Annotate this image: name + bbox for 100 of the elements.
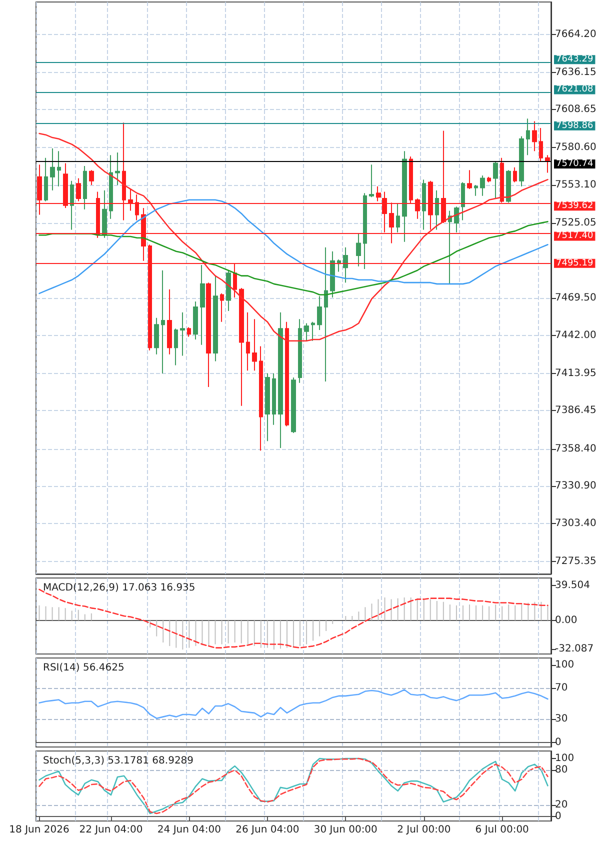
x-tick-label: 2 Jul 00:00 bbox=[397, 824, 451, 836]
candlestick bbox=[226, 270, 231, 312]
candlestick bbox=[167, 288, 172, 355]
y-tick-label: 20 bbox=[555, 799, 568, 810]
candlestick bbox=[363, 192, 367, 270]
chart-title: RSI(14) 56.4625 bbox=[43, 662, 124, 674]
line-series bbox=[38, 758, 548, 814]
candlestick bbox=[200, 264, 205, 346]
candlestick bbox=[213, 275, 218, 362]
candlestick bbox=[526, 118, 530, 156]
ref-line-label: 7643.29 bbox=[556, 54, 594, 65]
ref-line-label: 7598.86 bbox=[556, 120, 594, 131]
candlestick bbox=[330, 250, 335, 298]
candlestick bbox=[44, 157, 48, 202]
chart-title: Stoch(5,3,3) 53.1781 68.9289 bbox=[43, 756, 194, 766]
line-series bbox=[38, 132, 548, 342]
y-tick-label: 39.504 bbox=[555, 580, 590, 592]
y-tick-label: 7608.65 bbox=[555, 104, 596, 116]
y-tick-label: -32.087 bbox=[555, 643, 594, 654]
candlestick bbox=[298, 318, 302, 384]
candlestick bbox=[454, 206, 459, 233]
candlestick bbox=[493, 161, 498, 200]
y-tick-label: 7525.05 bbox=[555, 217, 596, 228]
candlestick bbox=[83, 166, 87, 210]
line-series bbox=[38, 220, 548, 296]
y-tick-label: 0 bbox=[555, 810, 562, 822]
candlestick bbox=[480, 175, 485, 196]
y-tick-label: 80 bbox=[555, 764, 568, 776]
candlestick bbox=[206, 282, 211, 388]
text: MACD(12,26,9) 17.063 16.935 bbox=[43, 582, 196, 594]
candlestick bbox=[487, 176, 491, 183]
candlestick bbox=[448, 210, 452, 284]
candlestick bbox=[519, 136, 524, 187]
ref-line-label: 7517.40 bbox=[556, 231, 594, 242]
y-tick-label: 100 bbox=[555, 659, 574, 670]
candlestick bbox=[356, 233, 361, 267]
candlestick bbox=[435, 190, 439, 230]
candlestick bbox=[115, 152, 120, 186]
ref-line-label: 7495.19 bbox=[556, 258, 594, 268]
y-tick-label: 30 bbox=[555, 714, 568, 725]
candlestick bbox=[278, 312, 283, 448]
candlestick bbox=[285, 321, 289, 427]
x-tick-label: 26 Jun 04:00 bbox=[236, 824, 300, 836]
candlestick bbox=[265, 372, 270, 442]
candlestick bbox=[187, 326, 191, 338]
candlestick bbox=[545, 154, 550, 174]
candlestick bbox=[220, 292, 224, 322]
y-tick-label: 7553.10 bbox=[555, 179, 596, 190]
y-tick-label: 0.00 bbox=[555, 614, 578, 626]
candlestick bbox=[246, 312, 250, 372]
candlestick bbox=[396, 203, 400, 233]
candlestick bbox=[304, 322, 309, 342]
y-tick-label: 7358.40 bbox=[555, 443, 596, 454]
candlestick bbox=[311, 321, 315, 342]
x-tick-label: 22 Jun 04:00 bbox=[79, 824, 143, 836]
candlestick bbox=[317, 296, 322, 331]
y-tick-label: 7664.20 bbox=[555, 28, 596, 40]
y-tick-label: 7469.50 bbox=[555, 292, 596, 304]
y-tick-label: 7386.45 bbox=[555, 405, 596, 416]
candlestick bbox=[291, 376, 296, 434]
candlestick bbox=[369, 164, 374, 198]
y-tick-label: 70 bbox=[555, 682, 568, 694]
candlestick bbox=[259, 346, 263, 452]
candlestick bbox=[532, 120, 537, 152]
ref-line-label: 7621.08 bbox=[556, 84, 594, 95]
y-tick-label: 7303.40 bbox=[555, 518, 596, 529]
y-tick-label: 7330.90 bbox=[555, 480, 596, 492]
ref-line-label: 7539.62 bbox=[556, 201, 594, 212]
candlestick bbox=[193, 301, 198, 340]
ref-line-label: 7570.74 bbox=[556, 158, 594, 169]
candlestick bbox=[402, 150, 407, 242]
candlestick bbox=[102, 190, 107, 238]
candlestick bbox=[50, 148, 55, 191]
candlestick bbox=[161, 270, 165, 374]
candlestick bbox=[513, 166, 517, 183]
x-tick-label: 6 Jul 00:00 bbox=[475, 824, 529, 836]
candlestick bbox=[252, 318, 257, 372]
candlestick bbox=[337, 259, 341, 272]
candlestick bbox=[180, 312, 185, 356]
candlestick bbox=[174, 328, 178, 366]
x-tick-label: 18 Jun 2026 bbox=[9, 824, 70, 836]
candlestick bbox=[474, 184, 478, 196]
y-tick-label: 7442.00 bbox=[555, 330, 596, 341]
line-series bbox=[38, 199, 548, 294]
y-tick-label: 7275.35 bbox=[555, 556, 596, 567]
y-tick-label: 7413.95 bbox=[555, 368, 596, 379]
candlestick bbox=[89, 170, 94, 186]
y-tick-label: 100 bbox=[555, 753, 574, 764]
y-tick-label: 7636.15 bbox=[555, 66, 596, 78]
candlestick bbox=[324, 246, 328, 382]
x-tick-label: 24 Jun 04:00 bbox=[157, 824, 221, 836]
candlestick bbox=[57, 150, 61, 187]
candlestick bbox=[272, 372, 276, 426]
candlestick bbox=[70, 180, 74, 230]
line-series bbox=[38, 689, 548, 720]
candlestick bbox=[154, 317, 159, 355]
y-tick-label: 0 bbox=[555, 736, 562, 748]
y-tick-label: 7580.60 bbox=[555, 142, 596, 154]
candlestick bbox=[506, 170, 511, 204]
candlestick bbox=[461, 182, 465, 221]
